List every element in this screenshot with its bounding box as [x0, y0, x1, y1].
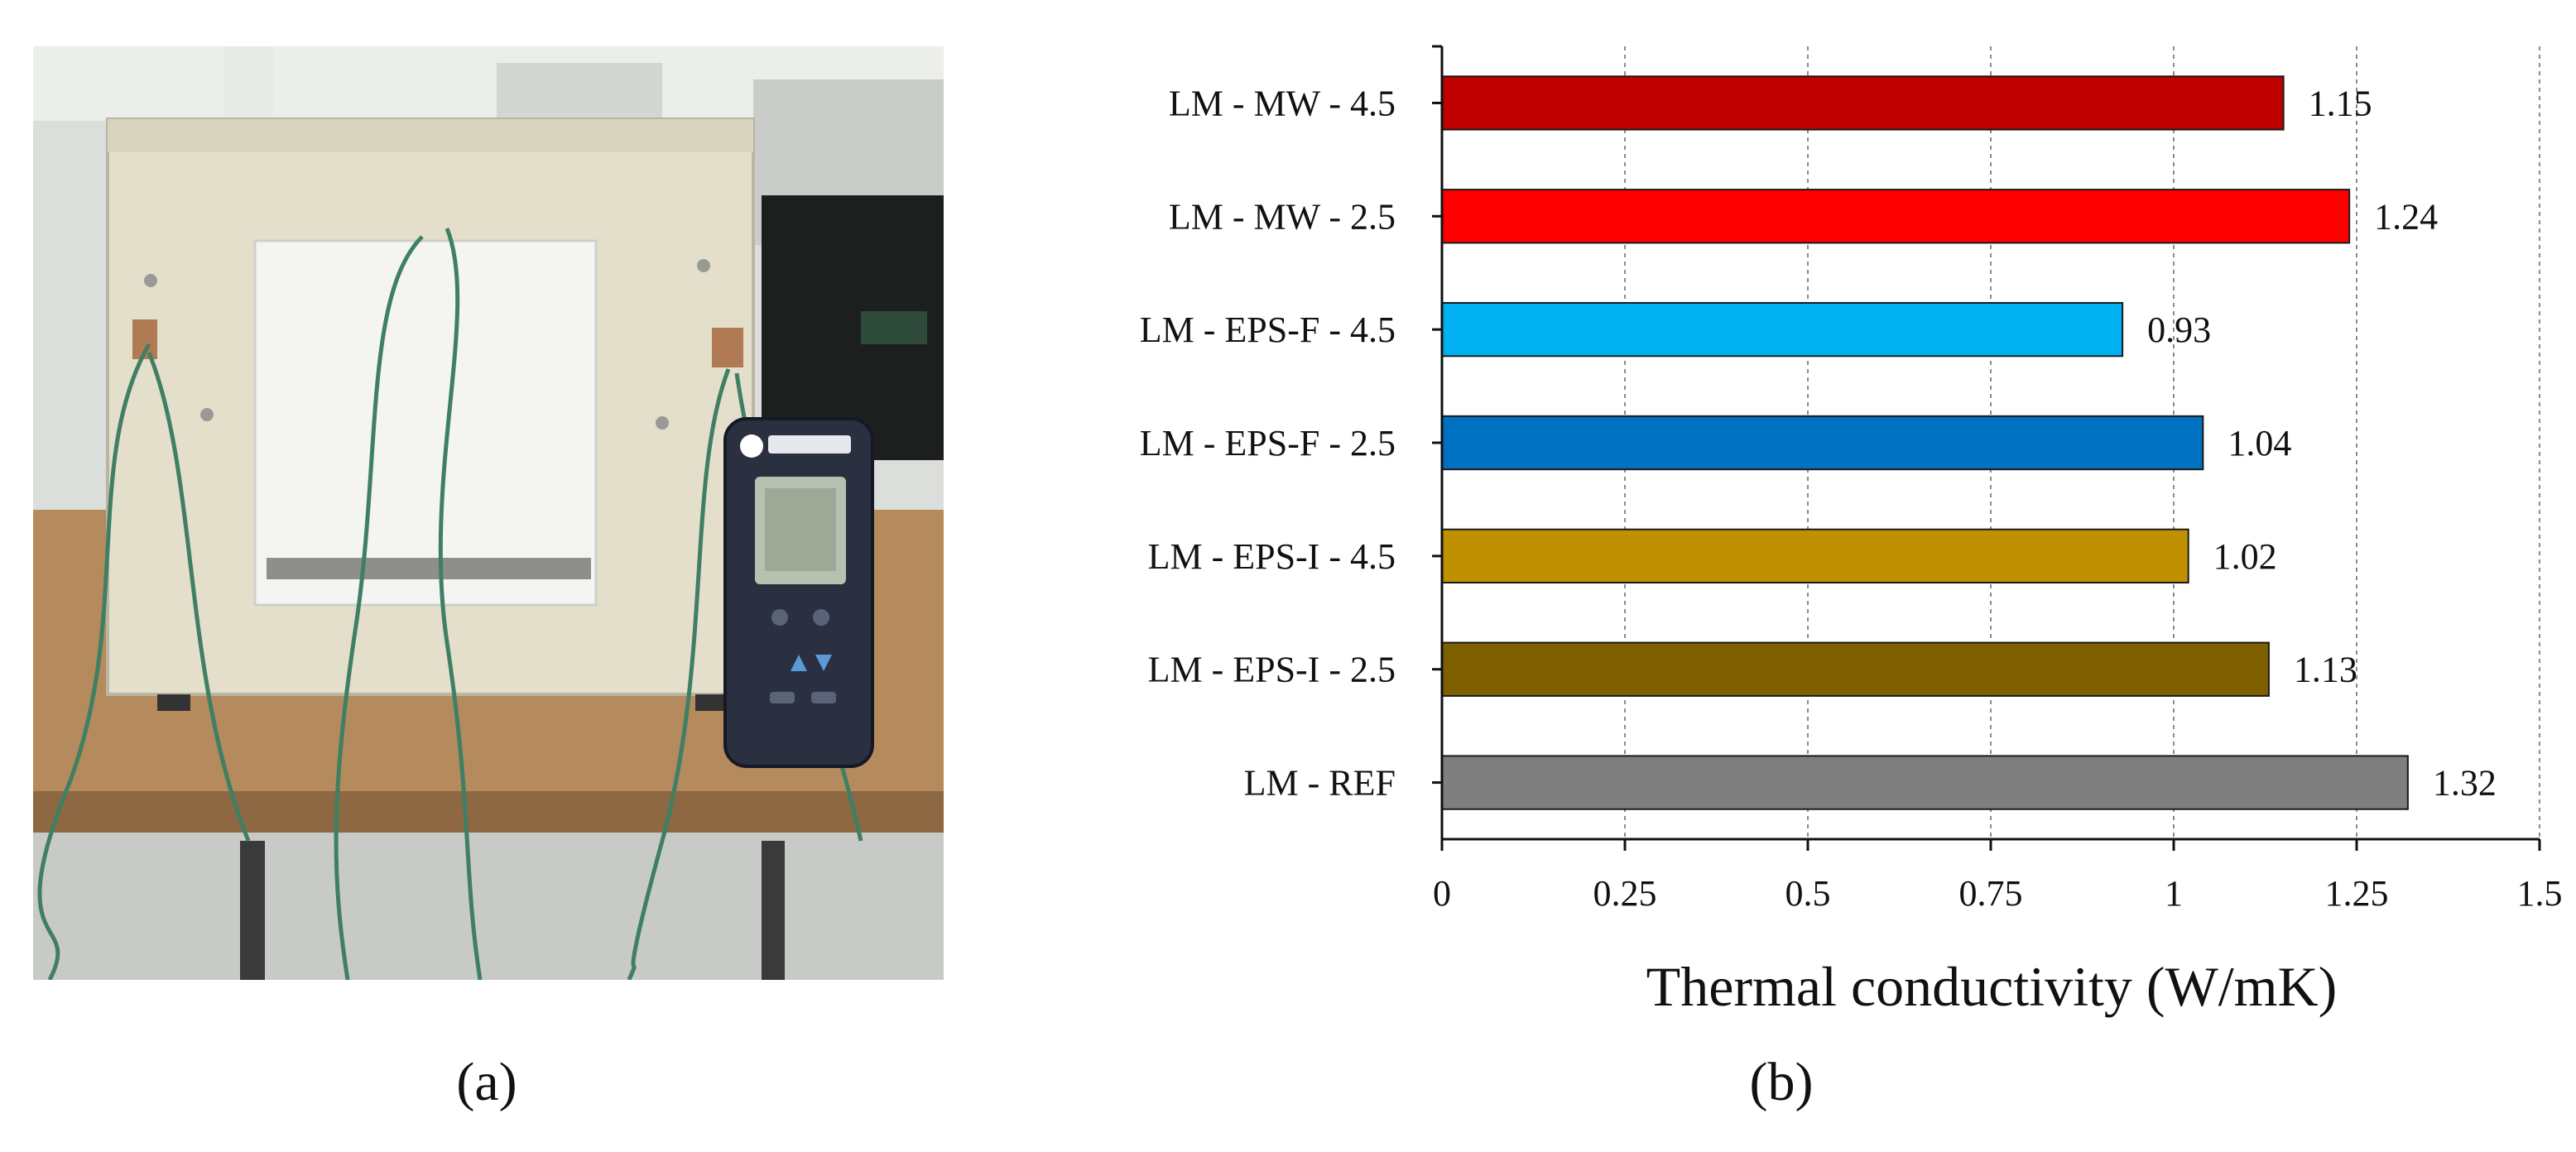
bar — [1441, 528, 2189, 584]
value-label: 1.02 — [2213, 536, 2277, 577]
value-label: 1.15 — [2309, 83, 2372, 123]
temperature-meter — [723, 417, 874, 768]
x-tick-label: 1.25 — [2325, 873, 2389, 914]
category-label: LM - EPS-I - 4.5 — [1148, 536, 1396, 577]
x-axis-title: Thermal conductivity (W/mK) — [1646, 955, 2338, 1018]
x-tick-label: 0.25 — [1593, 873, 1657, 914]
category-label: LM - EPS-I - 2.5 — [1148, 650, 1396, 690]
category-label: LM - MW - 4.5 — [1169, 83, 1396, 123]
value-label: 0.93 — [2147, 310, 2211, 350]
x-tick-label: 0 — [1433, 873, 1451, 914]
value-label: 1.13 — [2294, 650, 2357, 690]
labels: 1.15 LM - MW - 4.5 1.24 LM - MW - 2.5 0.93 LM… — [1140, 83, 2563, 914]
x-tick-label: 0.75 — [1959, 873, 2023, 914]
category-label: LM - REF — [1244, 763, 1396, 804]
bar — [1441, 189, 2351, 244]
apparatus-illustration — [33, 46, 944, 980]
x-tick-label: 0.5 — [1785, 873, 1831, 914]
panel-label-a: (a) — [456, 1052, 517, 1112]
apparatus-photo — [33, 46, 944, 980]
bar — [1441, 415, 2204, 471]
bar — [1441, 755, 2409, 810]
axes — [1432, 45, 2541, 851]
category-label: LM - EPS-F - 4.5 — [1140, 310, 1396, 350]
bar — [1441, 301, 2124, 358]
value-label: 1.24 — [2374, 196, 2438, 237]
category-label: LM - MW - 2.5 — [1169, 196, 1396, 237]
value-label: 1.32 — [2433, 763, 2497, 804]
x-tick-label: 1 — [2165, 873, 2183, 914]
category-label: LM - EPS-F - 2.5 — [1140, 423, 1396, 463]
bar — [1441, 75, 2285, 131]
panel-label-b: (b) — [1749, 1052, 1814, 1112]
value-label: 1.04 — [2228, 423, 2291, 463]
bar — [1441, 641, 2270, 697]
x-tick-label: 1.5 — [2517, 873, 2563, 914]
